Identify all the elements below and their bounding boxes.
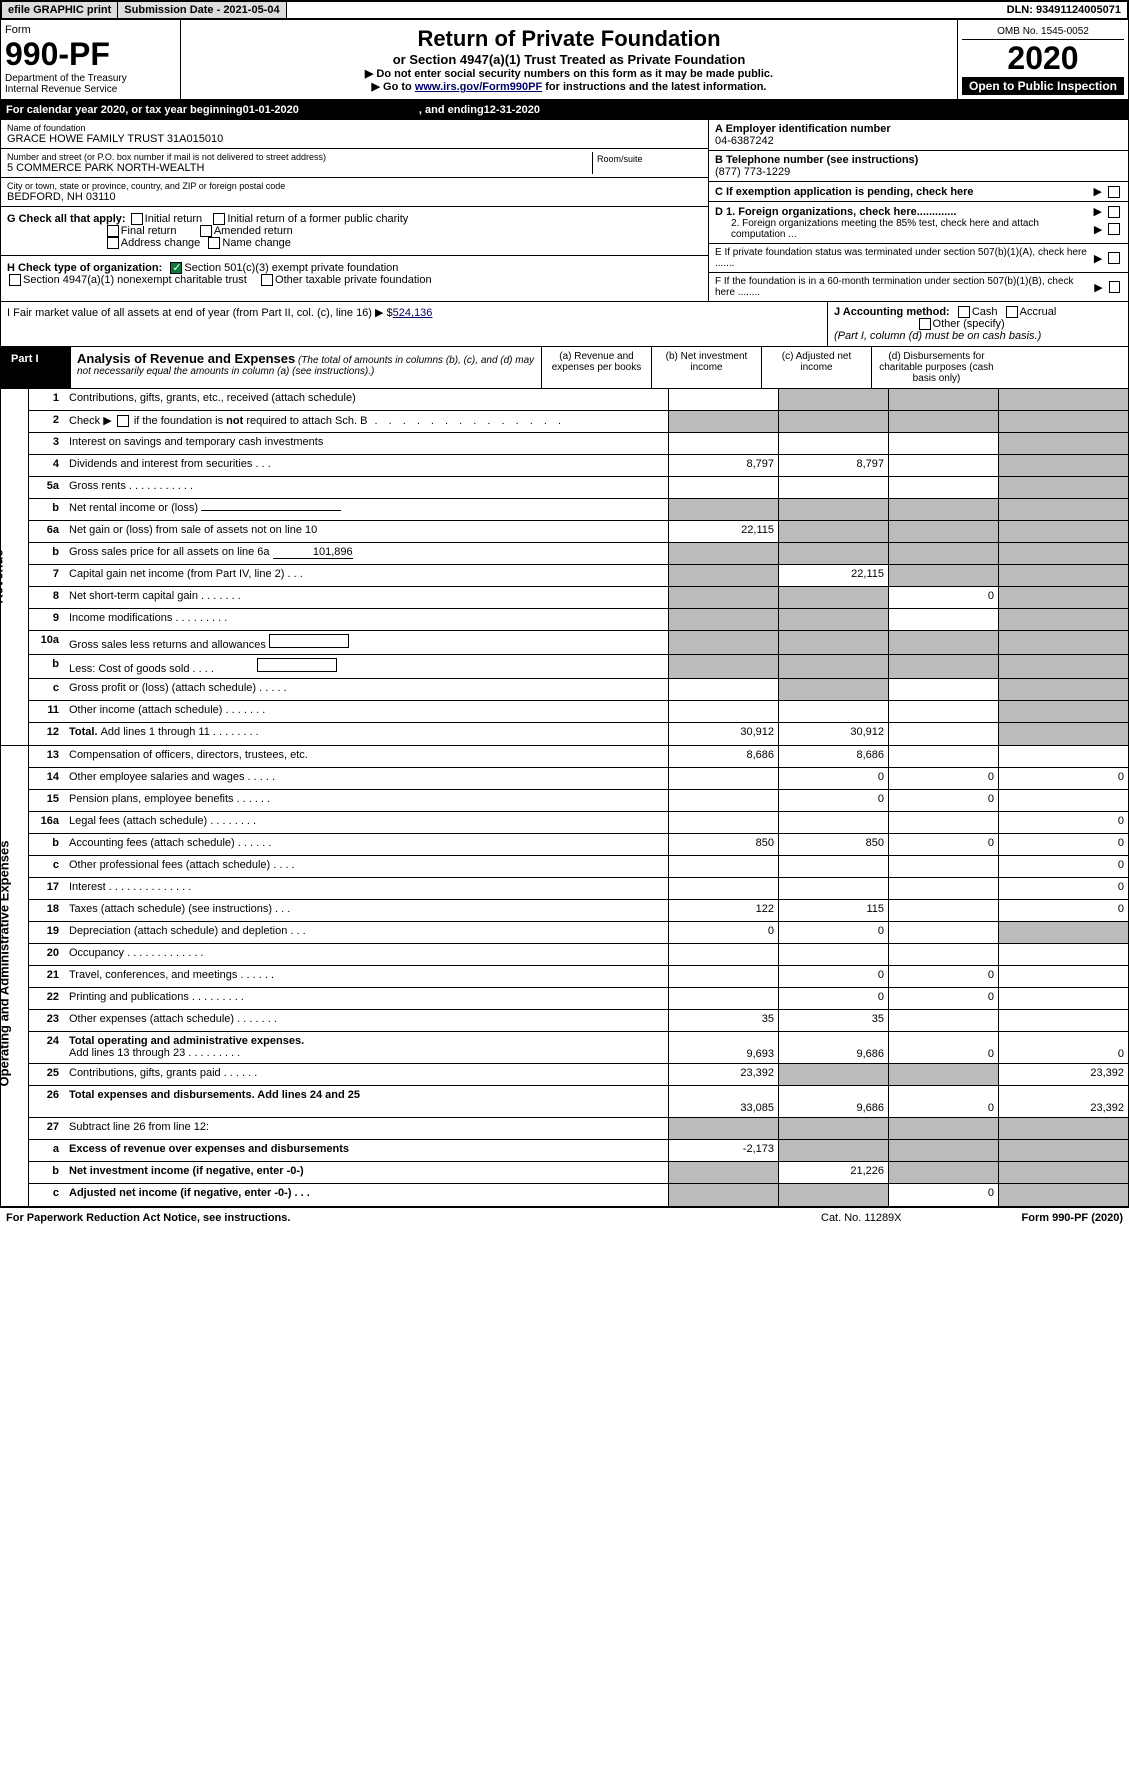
chk-final[interactable] (107, 225, 119, 237)
chk-other-tax[interactable] (261, 274, 273, 286)
f-label: F If the foundation is in a 60-month ter… (715, 276, 1094, 298)
chk-schb[interactable] (117, 415, 129, 427)
chk-e[interactable] (1108, 252, 1120, 264)
form-title: Return of Private Foundation (187, 26, 951, 52)
irs: Internal Revenue Service (5, 84, 176, 95)
section-g: G Check all that apply: Initial return I… (1, 207, 708, 256)
city-label: City or town, state or province, country… (7, 181, 702, 191)
ein: 04-6387242 (715, 135, 774, 147)
part1-label: Part I (1, 347, 71, 388)
dept: Department of the Treasury (5, 73, 176, 84)
col-a-head: (a) Revenue and expenses per books (541, 347, 651, 388)
form-header: Form 990-PF Department of the Treasury I… (0, 20, 1129, 100)
section-ij: I Fair market value of all assets at end… (0, 302, 1129, 347)
expenses-side-label: Operating and Administrative Expenses (0, 841, 11, 1087)
e-label: E If private foundation status was termi… (715, 247, 1094, 269)
col-b-head: (b) Net investment income (651, 347, 761, 388)
chk-c[interactable] (1108, 186, 1120, 198)
revenue-side-label: Revenue (0, 550, 6, 604)
chk-name-change[interactable] (208, 237, 220, 249)
open-inspection: Open to Public Inspection (962, 77, 1124, 95)
tel-label: B Telephone number (see instructions) (715, 154, 918, 166)
instr-2: ▶ Go to www.irs.gov/Form990PF for instru… (187, 80, 951, 93)
chk-d2[interactable] (1108, 223, 1120, 235)
chk-d1[interactable] (1108, 206, 1120, 218)
city: BEDFORD, NH 03110 (7, 191, 702, 203)
fmv-amount[interactable]: 524,136 (393, 307, 433, 319)
top-bar: efile GRAPHIC print Submission Date - 20… (0, 0, 1129, 20)
submission-date: Submission Date - 2021-05-04 (118, 2, 286, 18)
instr-1: ▶ Do not enter social security numbers o… (187, 67, 951, 80)
ein-label: A Employer identification number (715, 123, 891, 135)
page-footer: For Paperwork Reduction Act Notice, see … (0, 1207, 1129, 1228)
addr-label: Number and street (or P.O. box number if… (7, 152, 592, 162)
expenses-table: Operating and Administrative Expenses 13… (0, 746, 1129, 1207)
form-ref: Form 990-PF (2020) (1022, 1212, 1123, 1224)
chk-f[interactable] (1109, 281, 1120, 293)
col-c-head: (c) Adjusted net income (761, 347, 871, 388)
d1-label: D 1. Foreign organizations, check here..… (715, 206, 956, 218)
chk-other-method[interactable] (919, 318, 931, 330)
form-label: Form (5, 24, 176, 36)
c-label: C If exemption application is pending, c… (715, 186, 974, 198)
info-section: Name of foundation GRACE HOWE FAMILY TRU… (0, 120, 1129, 302)
paperwork-notice: For Paperwork Reduction Act Notice, see … (6, 1212, 290, 1224)
chk-cash[interactable] (958, 306, 970, 318)
revenue-table: Revenue 1Contributions, gifts, grants, e… (0, 389, 1129, 746)
name-label: Name of foundation (7, 123, 702, 133)
telephone: (877) 773-1229 (715, 166, 790, 178)
foundation-name: GRACE HOWE FAMILY TRUST 31A015010 (7, 133, 702, 145)
chk-addr-change[interactable] (107, 237, 119, 249)
irs-link[interactable]: www.irs.gov/Form990PF (415, 81, 542, 93)
chk-initial[interactable] (131, 213, 143, 225)
room-label: Room/suite (597, 154, 698, 164)
chk-initial-former[interactable] (213, 213, 225, 225)
section-h: H Check type of organization: Section 50… (1, 256, 708, 292)
address: 5 COMMERCE PARK NORTH-WEALTH (7, 162, 592, 174)
cat-no: Cat. No. 11289X (821, 1212, 902, 1224)
form-number: 990-PF (5, 36, 176, 73)
d2-label: 2. Foreign organizations meeting the 85%… (715, 218, 1094, 240)
part1-header: Part I Analysis of Revenue and Expenses … (0, 347, 1129, 389)
efile-print-button[interactable]: efile GRAPHIC print (2, 2, 118, 18)
calendar-year-row: For calendar year 2020, or tax year begi… (0, 100, 1129, 120)
tax-year: 2020 (962, 40, 1124, 77)
omb-number: OMB No. 1545-0052 (962, 24, 1124, 40)
dln: DLN: 93491124005071 (1001, 2, 1127, 18)
chk-501c3[interactable] (170, 262, 182, 274)
form-subtitle: or Section 4947(a)(1) Trust Treated as P… (187, 52, 951, 67)
chk-accrual[interactable] (1006, 306, 1018, 318)
col-d-head: (d) Disbursements for charitable purpose… (871, 347, 1001, 388)
chk-amended[interactable] (200, 225, 212, 237)
chk-4947[interactable] (9, 274, 21, 286)
